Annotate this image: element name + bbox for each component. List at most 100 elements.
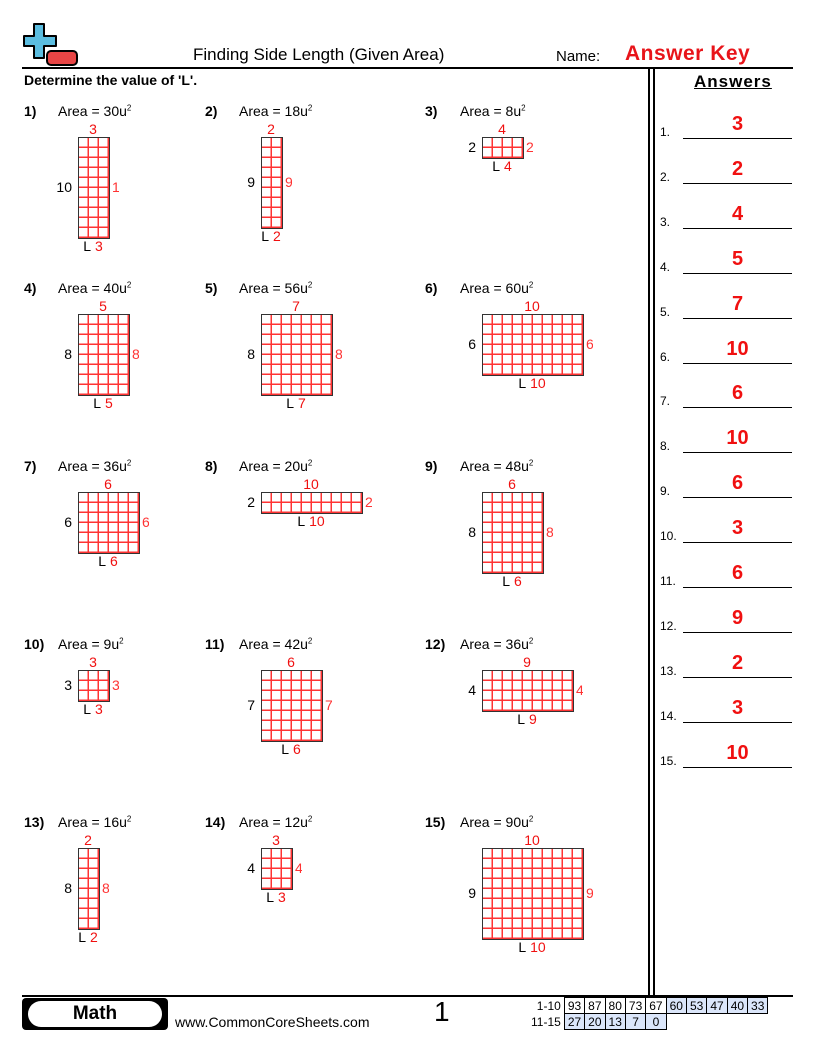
right-side-value: 8 [132, 346, 139, 362]
score-cell: 60 [665, 997, 687, 1014]
answer-value: 10 [726, 741, 749, 764]
problem-area: Area = 16u2 [58, 814, 132, 830]
score-row: 11-15 27 20 13 7 0 [528, 1013, 768, 1030]
top-side-value: 10 [524, 298, 540, 314]
bottom-side-label: L [286, 395, 294, 411]
answer-number: 11. [660, 574, 676, 588]
answer-line [683, 272, 792, 274]
left-side-value: 8 [468, 524, 476, 540]
answer-line [683, 362, 792, 364]
score-cell: 47 [706, 997, 728, 1014]
score-cell: 40 [726, 997, 749, 1014]
problem-area: Area = 90u2 [460, 814, 534, 830]
left-side-value: 4 [247, 860, 255, 876]
right-side-value: 6 [586, 336, 593, 352]
top-side-value: 2 [84, 832, 92, 848]
bottom-side-value: 10 [530, 939, 546, 955]
score-cell: 67 [645, 997, 667, 1014]
top-side-value: 7 [292, 298, 300, 314]
bottom-side-label: L [281, 741, 289, 757]
answer-value: 2 [731, 651, 744, 674]
bottom-side-value: 7 [298, 395, 306, 411]
header-divider [22, 67, 793, 69]
score-cell: 87 [584, 997, 606, 1014]
problem-number: 15) [425, 814, 446, 830]
answer-line [683, 721, 792, 723]
right-side-value: 9 [285, 174, 292, 190]
score-cell: 0 [645, 1013, 667, 1030]
answer-line [683, 452, 792, 454]
answer-line [683, 587, 792, 588]
score-cell: 93 [563, 997, 586, 1014]
page-number: 1 [434, 996, 450, 1027]
right-side-value: 7 [325, 697, 332, 713]
score-cell: 27 [563, 1013, 586, 1030]
top-side-value: 4 [498, 121, 506, 137]
right-side-value: 4 [576, 682, 583, 698]
problem-number: 4) [24, 280, 37, 296]
bottom-side-labels: L 10 [462, 939, 602, 955]
right-side-value: 8 [102, 880, 109, 896]
problem-number: 11) [205, 636, 225, 652]
area-grid [482, 670, 574, 712]
problem-area: Area = 60u2 [460, 280, 534, 296]
problem-area: Area = 36u2 [460, 636, 534, 652]
left-side-value: 9 [468, 885, 476, 901]
column-divider [648, 69, 650, 995]
top-side-value: 5 [99, 298, 107, 314]
answer-number: 13. [660, 663, 677, 678]
left-side-value: 7 [247, 697, 255, 713]
bottom-side-value: 6 [110, 553, 118, 569]
area-grid [482, 848, 584, 940]
answer-number: 7. [660, 394, 671, 409]
bottom-side-value: 3 [95, 701, 103, 717]
answer-number: 6. [660, 349, 671, 364]
bottom-side-value: 6 [514, 573, 522, 589]
top-side-value: 6 [104, 476, 112, 492]
bottom-side-label: L [261, 228, 269, 244]
top-side-value: 2 [267, 121, 275, 137]
area-grid [78, 670, 110, 702]
right-side-value: 10 [112, 179, 119, 195]
subject-label: Math [28, 1001, 162, 1027]
area-grid [78, 137, 110, 239]
right-side-value: 4 [295, 860, 302, 876]
score-cell: 33 [747, 997, 769, 1014]
answer-value: 2 [731, 157, 744, 180]
score-cell: 53 [685, 997, 708, 1014]
bottom-side-label: L [492, 158, 500, 174]
problem-area: Area = 36u2 [58, 458, 132, 474]
answer-line [683, 317, 792, 319]
problem-area: Area = 9u2 [58, 636, 124, 652]
problem-area: Area = 18u2 [239, 103, 313, 119]
area-grid [261, 314, 333, 396]
bottom-side-value: 5 [105, 395, 113, 411]
right-side-value: 3 [112, 677, 119, 693]
score-cell: 7 [624, 1013, 647, 1030]
score-cell: 80 [604, 997, 626, 1014]
problem-number: 14) [205, 814, 226, 830]
bottom-side-label: L [502, 573, 510, 589]
right-side-value: 2 [365, 494, 372, 510]
bottom-side-value: 2 [273, 228, 281, 244]
problem-area: Area = 8u2 [460, 103, 526, 119]
area-grid [482, 137, 524, 159]
bottom-side-label: L [98, 553, 106, 569]
answer-number: 10. [660, 529, 677, 544]
answer-line [683, 497, 792, 499]
left-side-value: 6 [64, 514, 72, 530]
left-side-value: 9 [247, 174, 255, 190]
worksheet-title: Finding Side Length (Given Area) [193, 45, 445, 64]
right-side-value: 9 [586, 885, 593, 901]
top-side-value: 3 [89, 121, 97, 137]
bottom-side-value: 3 [95, 238, 103, 254]
answer-number: 9. [660, 484, 671, 499]
problem-number: 2) [205, 103, 218, 119]
area-grid [261, 137, 283, 229]
score-cell: 20 [584, 1013, 606, 1030]
answer-value: 6 [731, 472, 744, 495]
